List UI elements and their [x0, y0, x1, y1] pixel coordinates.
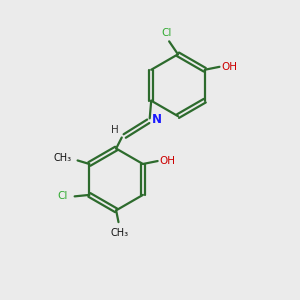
- Text: OH: OH: [160, 156, 176, 166]
- Text: Cl: Cl: [161, 28, 171, 38]
- Text: OH: OH: [221, 62, 238, 72]
- Text: H: H: [110, 125, 118, 135]
- Text: CH₃: CH₃: [54, 153, 72, 163]
- Text: N: N: [152, 113, 162, 126]
- Text: CH₃: CH₃: [110, 228, 128, 238]
- Text: Cl: Cl: [58, 191, 68, 201]
